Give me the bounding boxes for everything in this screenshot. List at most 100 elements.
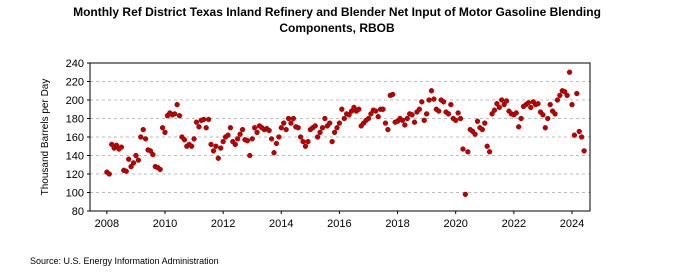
point: [314, 134, 321, 140]
point: [457, 115, 464, 122]
point: [576, 128, 582, 135]
point: [327, 120, 333, 126]
point: [542, 125, 548, 131]
point: [404, 115, 410, 122]
y-tick-label: 120: [66, 169, 84, 181]
point: [528, 104, 534, 111]
point: [440, 99, 447, 105]
point: [545, 115, 551, 122]
point: [375, 114, 381, 120]
point: [208, 141, 214, 148]
point: [423, 111, 430, 117]
point: [140, 126, 146, 133]
point: [465, 149, 471, 155]
point: [218, 145, 224, 151]
point: [135, 157, 141, 163]
point: [181, 137, 188, 143]
point: [365, 115, 372, 122]
point: [254, 129, 260, 136]
point: [288, 120, 294, 126]
y-tick-label: 160: [66, 132, 84, 144]
point: [290, 115, 297, 122]
x-tick-label: 2012: [211, 218, 235, 230]
point: [138, 134, 144, 140]
point: [472, 131, 478, 137]
point: [346, 112, 352, 118]
plot-frame: [89, 62, 591, 212]
point: [494, 101, 500, 107]
point: [174, 101, 180, 108]
point: [266, 127, 272, 134]
point: [547, 101, 553, 108]
point: [210, 148, 217, 154]
chart-title: Components, RBOB: [279, 21, 395, 35]
y-tick-label: 180: [66, 114, 84, 126]
point: [574, 90, 580, 97]
point: [474, 118, 481, 124]
point: [322, 115, 328, 122]
point: [268, 136, 275, 142]
point: [118, 144, 125, 150]
point: [426, 97, 432, 103]
point: [237, 131, 243, 137]
point: [300, 138, 306, 145]
chart-title: Monthly Ref District Texas Inland Refine…: [73, 5, 601, 19]
point: [244, 138, 251, 144]
y-axis-label: Thousand Barrels per Day: [40, 79, 51, 196]
point: [159, 125, 166, 131]
point: [516, 124, 522, 130]
point: [305, 138, 311, 145]
point: [525, 100, 532, 106]
point: [331, 129, 338, 136]
point: [302, 143, 309, 149]
point: [142, 136, 149, 142]
point: [329, 138, 335, 145]
point: [380, 106, 386, 112]
point: [220, 138, 226, 145]
point: [201, 116, 207, 123]
point: [564, 92, 570, 99]
point: [336, 120, 343, 126]
source-note: Source: U.S. Energy Information Administ…: [30, 256, 219, 266]
point: [571, 132, 578, 138]
point: [482, 120, 488, 126]
point: [339, 106, 345, 112]
point: [562, 89, 568, 95]
point: [276, 134, 282, 140]
point: [213, 143, 219, 149]
point: [356, 106, 362, 112]
point: [281, 120, 287, 126]
point: [518, 115, 524, 122]
point: [445, 111, 452, 117]
point: [128, 163, 134, 170]
point: [411, 119, 418, 125]
point: [428, 88, 435, 94]
point: [298, 134, 304, 140]
point: [225, 132, 231, 138]
point: [113, 142, 120, 148]
point: [421, 117, 427, 123]
point: [368, 111, 374, 117]
point: [162, 129, 168, 136]
point: [540, 112, 546, 118]
point: [385, 126, 391, 133]
point: [189, 143, 195, 149]
x-tick-label: 2018: [385, 218, 409, 230]
point: [239, 126, 246, 133]
point: [130, 160, 137, 166]
y-tick-label: 80: [72, 206, 84, 218]
point: [271, 150, 277, 156]
point: [312, 123, 318, 129]
point: [283, 126, 289, 133]
point: [351, 104, 357, 111]
point: [579, 134, 585, 140]
point: [552, 111, 558, 117]
point: [557, 92, 563, 99]
point: [123, 168, 129, 174]
point: [503, 98, 510, 104]
point: [390, 91, 396, 98]
point: [431, 96, 437, 102]
point: [278, 125, 284, 131]
